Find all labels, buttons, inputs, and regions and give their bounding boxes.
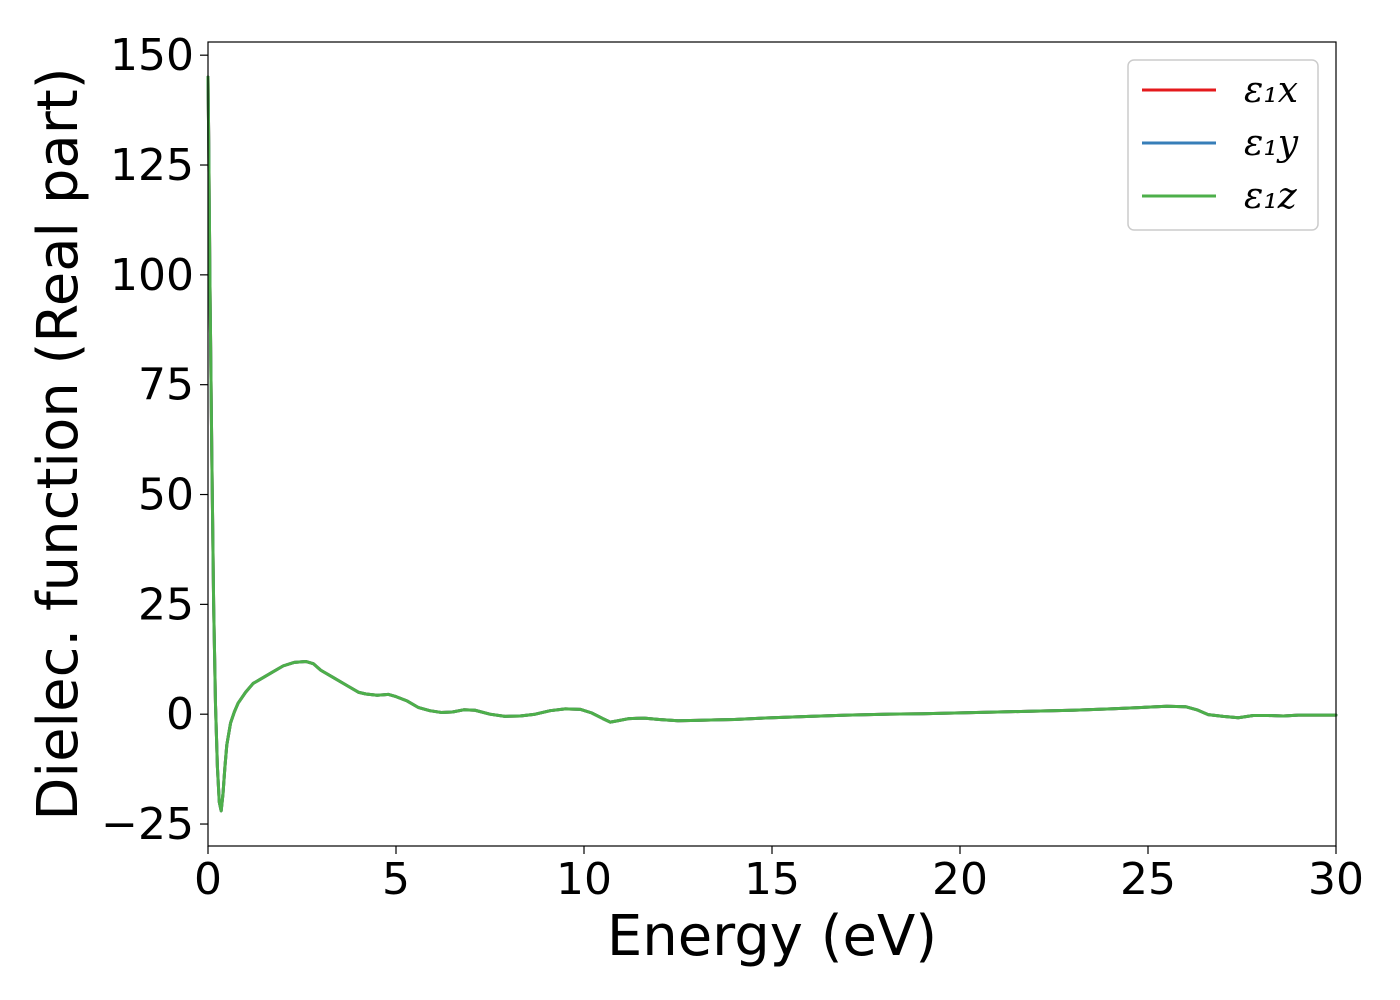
y-tick-label: 125 bbox=[110, 140, 194, 191]
x-axis: 0 5 10 15 20 25 30 bbox=[194, 846, 1364, 905]
x-tick-label: 25 bbox=[1120, 854, 1176, 905]
y-tick-label: −25 bbox=[101, 799, 194, 850]
y-tick-label: 0 bbox=[166, 689, 194, 740]
y-tick-label: 75 bbox=[138, 360, 194, 411]
series-group bbox=[206, 75, 1338, 813]
legend-box bbox=[1127, 59, 1319, 231]
legend: ε₁x ε₁y ε₁z bbox=[1127, 59, 1319, 231]
y-tick-label: 25 bbox=[138, 579, 194, 630]
x-tick-label: 0 bbox=[194, 854, 222, 905]
series-line-3 bbox=[206, 75, 1338, 813]
x-tick-label: 10 bbox=[556, 854, 612, 905]
legend-items: ε₁x ε₁y ε₁z bbox=[1142, 70, 1299, 217]
legend-label-1: ε₁x bbox=[1244, 70, 1298, 111]
x-tick-label: 5 bbox=[382, 854, 410, 905]
x-tick-label: 15 bbox=[744, 854, 800, 905]
x-tick-label: 30 bbox=[1308, 854, 1364, 905]
y-axis-title: Dielec. function (Real part) bbox=[26, 67, 91, 820]
y-tick-label: 50 bbox=[138, 470, 194, 521]
y-axis: −25 0 25 50 75 100 125 150 bbox=[101, 30, 208, 850]
x-tick-label: 20 bbox=[932, 854, 988, 905]
y-tick-label: 100 bbox=[110, 250, 194, 301]
y-tick-label: 150 bbox=[110, 30, 194, 81]
legend-label-3: ε₁z bbox=[1244, 176, 1298, 217]
legend-label-2: ε₁y bbox=[1244, 123, 1299, 164]
x-axis-title: Energy (eV) bbox=[607, 904, 937, 969]
